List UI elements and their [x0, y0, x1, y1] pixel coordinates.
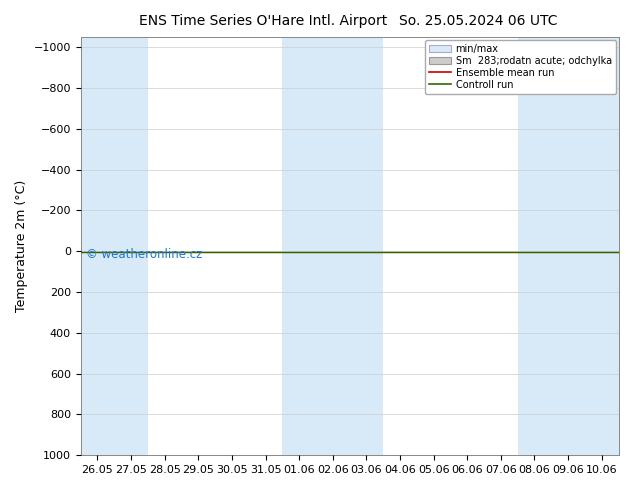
Text: So. 25.05.2024 06 UTC: So. 25.05.2024 06 UTC	[399, 14, 558, 28]
Y-axis label: Temperature 2m (°C): Temperature 2m (°C)	[15, 180, 28, 312]
Bar	[316, 37, 349, 455]
Bar	[349, 37, 383, 455]
Bar	[282, 37, 316, 455]
Bar	[518, 37, 552, 455]
Text: ENS Time Series O'Hare Intl. Airport: ENS Time Series O'Hare Intl. Airport	[139, 14, 388, 28]
Bar	[81, 37, 114, 455]
Bar	[114, 37, 148, 455]
Bar	[585, 37, 619, 455]
Text: © weatheronline.cz: © weatheronline.cz	[86, 248, 202, 261]
Bar	[552, 37, 585, 455]
Legend: min/max, Sm  283;rodatn acute; odchylka, Ensemble mean run, Controll run: min/max, Sm 283;rodatn acute; odchylka, …	[425, 40, 616, 94]
